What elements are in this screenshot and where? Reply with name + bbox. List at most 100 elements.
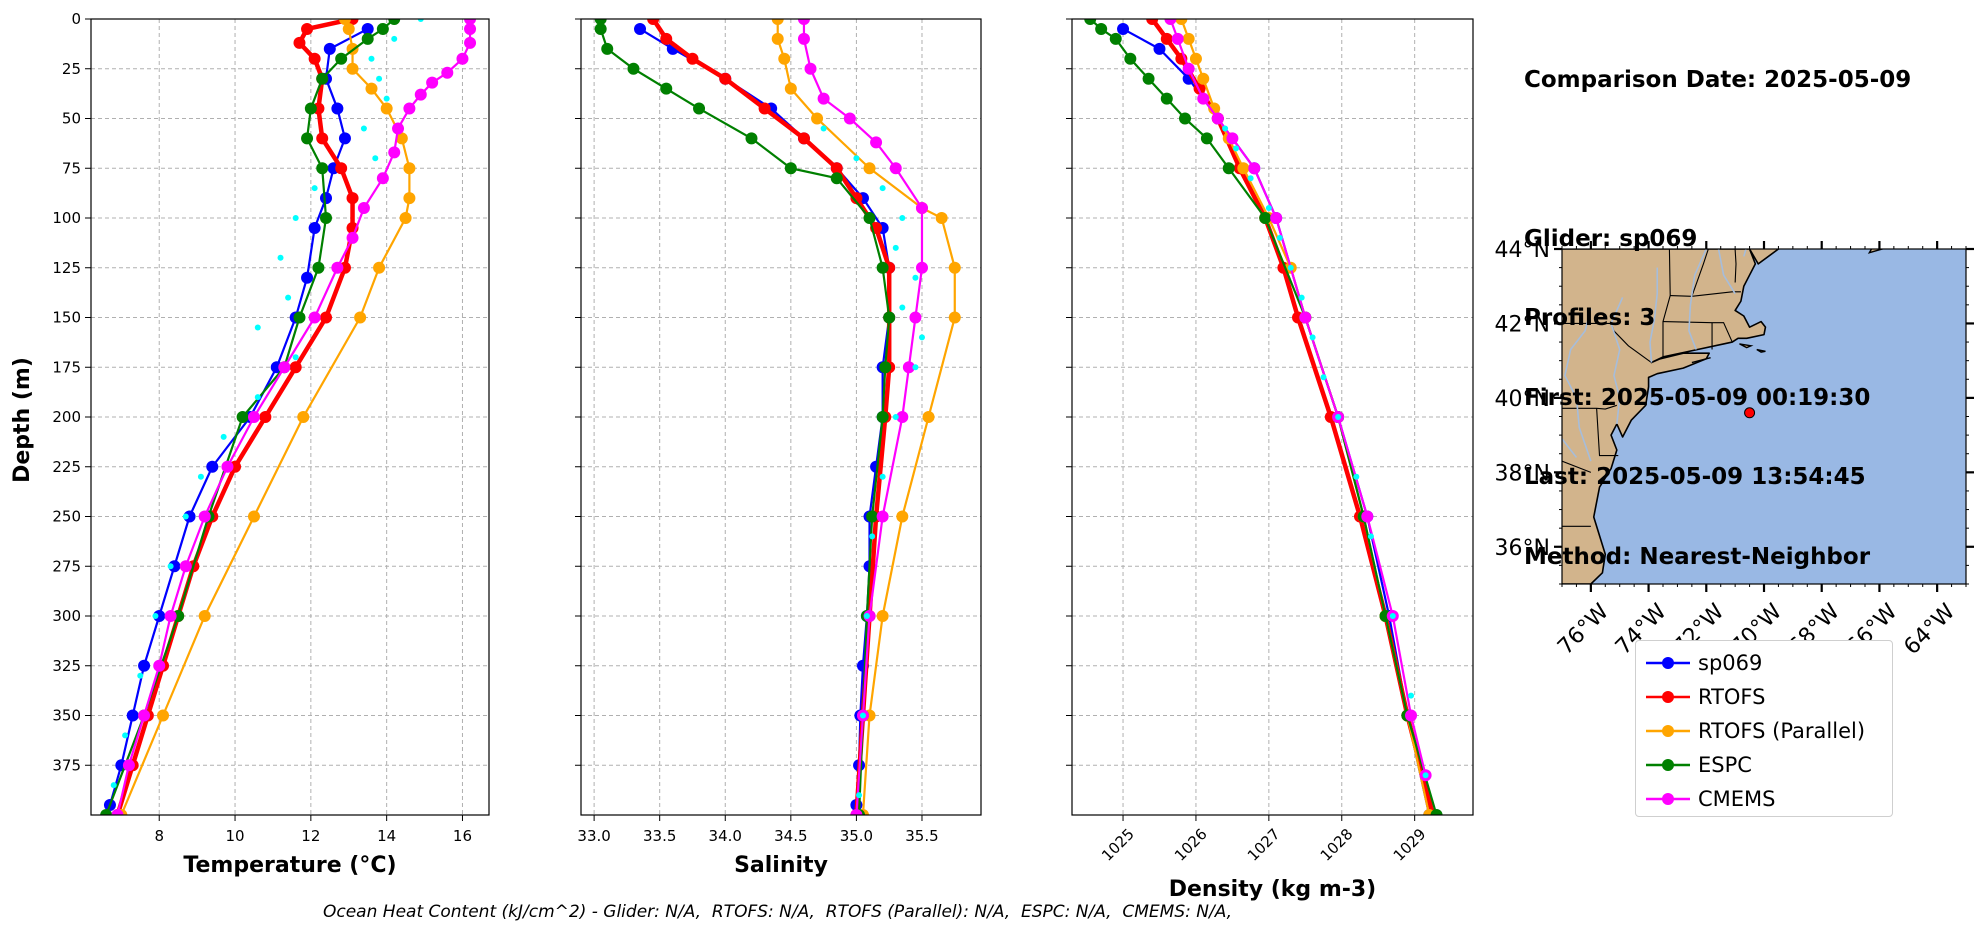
map-lon-label: 76°W xyxy=(1553,599,1614,660)
data-point xyxy=(331,102,344,115)
state-border xyxy=(1562,460,1592,473)
observation-point xyxy=(1422,772,1429,779)
map-lat-label: 42°N xyxy=(1495,312,1550,337)
data-point xyxy=(1200,132,1213,145)
data-point xyxy=(376,172,389,185)
river xyxy=(1649,267,1659,363)
data-point xyxy=(388,19,401,25)
observation-point xyxy=(863,613,870,619)
legend-entry-espc: ESPC xyxy=(1636,748,1892,782)
data-point xyxy=(811,112,824,125)
data-point xyxy=(361,22,374,35)
x-tick-label: 33.5 xyxy=(643,827,676,845)
data-point xyxy=(357,202,370,215)
data-point xyxy=(316,162,329,175)
observation-point xyxy=(311,185,318,192)
data-point xyxy=(771,19,784,25)
data-point xyxy=(915,261,928,274)
y-tick-label: 125 xyxy=(52,259,81,277)
y-tick-label: 175 xyxy=(52,358,81,376)
data-point xyxy=(247,411,260,423)
data-point xyxy=(797,19,810,25)
data-point xyxy=(111,809,124,815)
observation-point xyxy=(1233,145,1240,152)
data-point xyxy=(1211,112,1224,125)
y-tick-label: 225 xyxy=(52,458,81,476)
data-point xyxy=(594,19,607,25)
x-tick-label: 33.0 xyxy=(577,827,610,845)
x-tick-label: 34.0 xyxy=(709,827,742,845)
y-tick-label: 150 xyxy=(52,309,81,327)
data-point xyxy=(778,52,791,65)
data-point xyxy=(797,32,810,45)
interpolation-method: Method: Nearest-Neighbor xyxy=(1524,543,1871,570)
y-tick-label: 100 xyxy=(52,209,81,227)
observation-point xyxy=(853,155,860,162)
observation-point xyxy=(1287,264,1294,271)
data-point xyxy=(1160,32,1173,45)
river xyxy=(1562,438,1578,458)
data-point xyxy=(316,132,329,145)
y-tick-label: 25 xyxy=(62,60,81,78)
observation-point xyxy=(167,563,174,570)
data-point xyxy=(1226,132,1239,145)
data-point xyxy=(889,162,902,175)
data-point xyxy=(331,261,344,274)
legend-entry-sp069: sp069 xyxy=(1636,646,1892,680)
data-point xyxy=(456,52,469,65)
observation-point xyxy=(285,294,292,301)
data-point xyxy=(1248,162,1261,175)
data-point xyxy=(198,510,211,523)
data-point xyxy=(1237,162,1250,175)
data-point xyxy=(1124,52,1137,65)
data-point xyxy=(870,136,883,149)
data-point xyxy=(1222,162,1235,175)
observation-point xyxy=(110,782,117,789)
data-point xyxy=(464,19,477,25)
x-tick-label: 8 xyxy=(154,827,164,845)
data-point xyxy=(403,192,416,205)
map-lat-label: 44°N xyxy=(1495,238,1550,263)
data-point xyxy=(817,92,830,105)
data-point xyxy=(896,411,909,423)
data-point xyxy=(1259,212,1272,224)
data-point xyxy=(922,411,935,423)
profile-panel-2: 33.0 33.5 34.0 34.5 35.0 35.5 Salinity xyxy=(575,18,982,878)
series-line-espc xyxy=(1089,19,1438,815)
data-point xyxy=(693,102,706,115)
data-point xyxy=(403,102,416,115)
state-border xyxy=(1562,404,1617,410)
observation-point xyxy=(1309,334,1316,341)
y-tick-label: 200 xyxy=(52,408,81,426)
data-point xyxy=(247,510,260,523)
observation-point xyxy=(383,95,390,102)
legend-label: CMEMS xyxy=(1698,787,1776,811)
x-tick-label: 1029 xyxy=(1390,825,1430,865)
data-point xyxy=(126,709,139,722)
observation-point xyxy=(197,473,204,480)
observation-point xyxy=(292,215,299,221)
x-axis-label: Density (kg m-3) xyxy=(1169,877,1377,902)
observation-point xyxy=(1335,414,1342,420)
data-point xyxy=(1208,102,1221,115)
data-point xyxy=(948,261,961,274)
data-point xyxy=(1117,22,1130,35)
data-point xyxy=(1095,22,1108,35)
observation-point xyxy=(899,304,906,311)
state-border xyxy=(1691,249,1709,297)
data-point xyxy=(338,132,351,145)
data-point xyxy=(1179,112,1192,125)
data-point xyxy=(1142,72,1155,85)
y-tick-label: 275 xyxy=(52,557,81,575)
observation-point xyxy=(1222,125,1229,132)
data-point xyxy=(909,311,922,324)
observation-point xyxy=(1408,692,1415,699)
observation-point xyxy=(1320,374,1327,381)
data-point xyxy=(1171,32,1184,45)
comparison-info: Comparison Date: 2025-05-09 Glider: sp06… xyxy=(1524,14,1911,597)
observation-point xyxy=(869,533,876,540)
data-point xyxy=(1405,709,1418,722)
observation-point xyxy=(1247,175,1254,182)
data-point xyxy=(784,162,797,175)
data-point xyxy=(346,62,359,75)
